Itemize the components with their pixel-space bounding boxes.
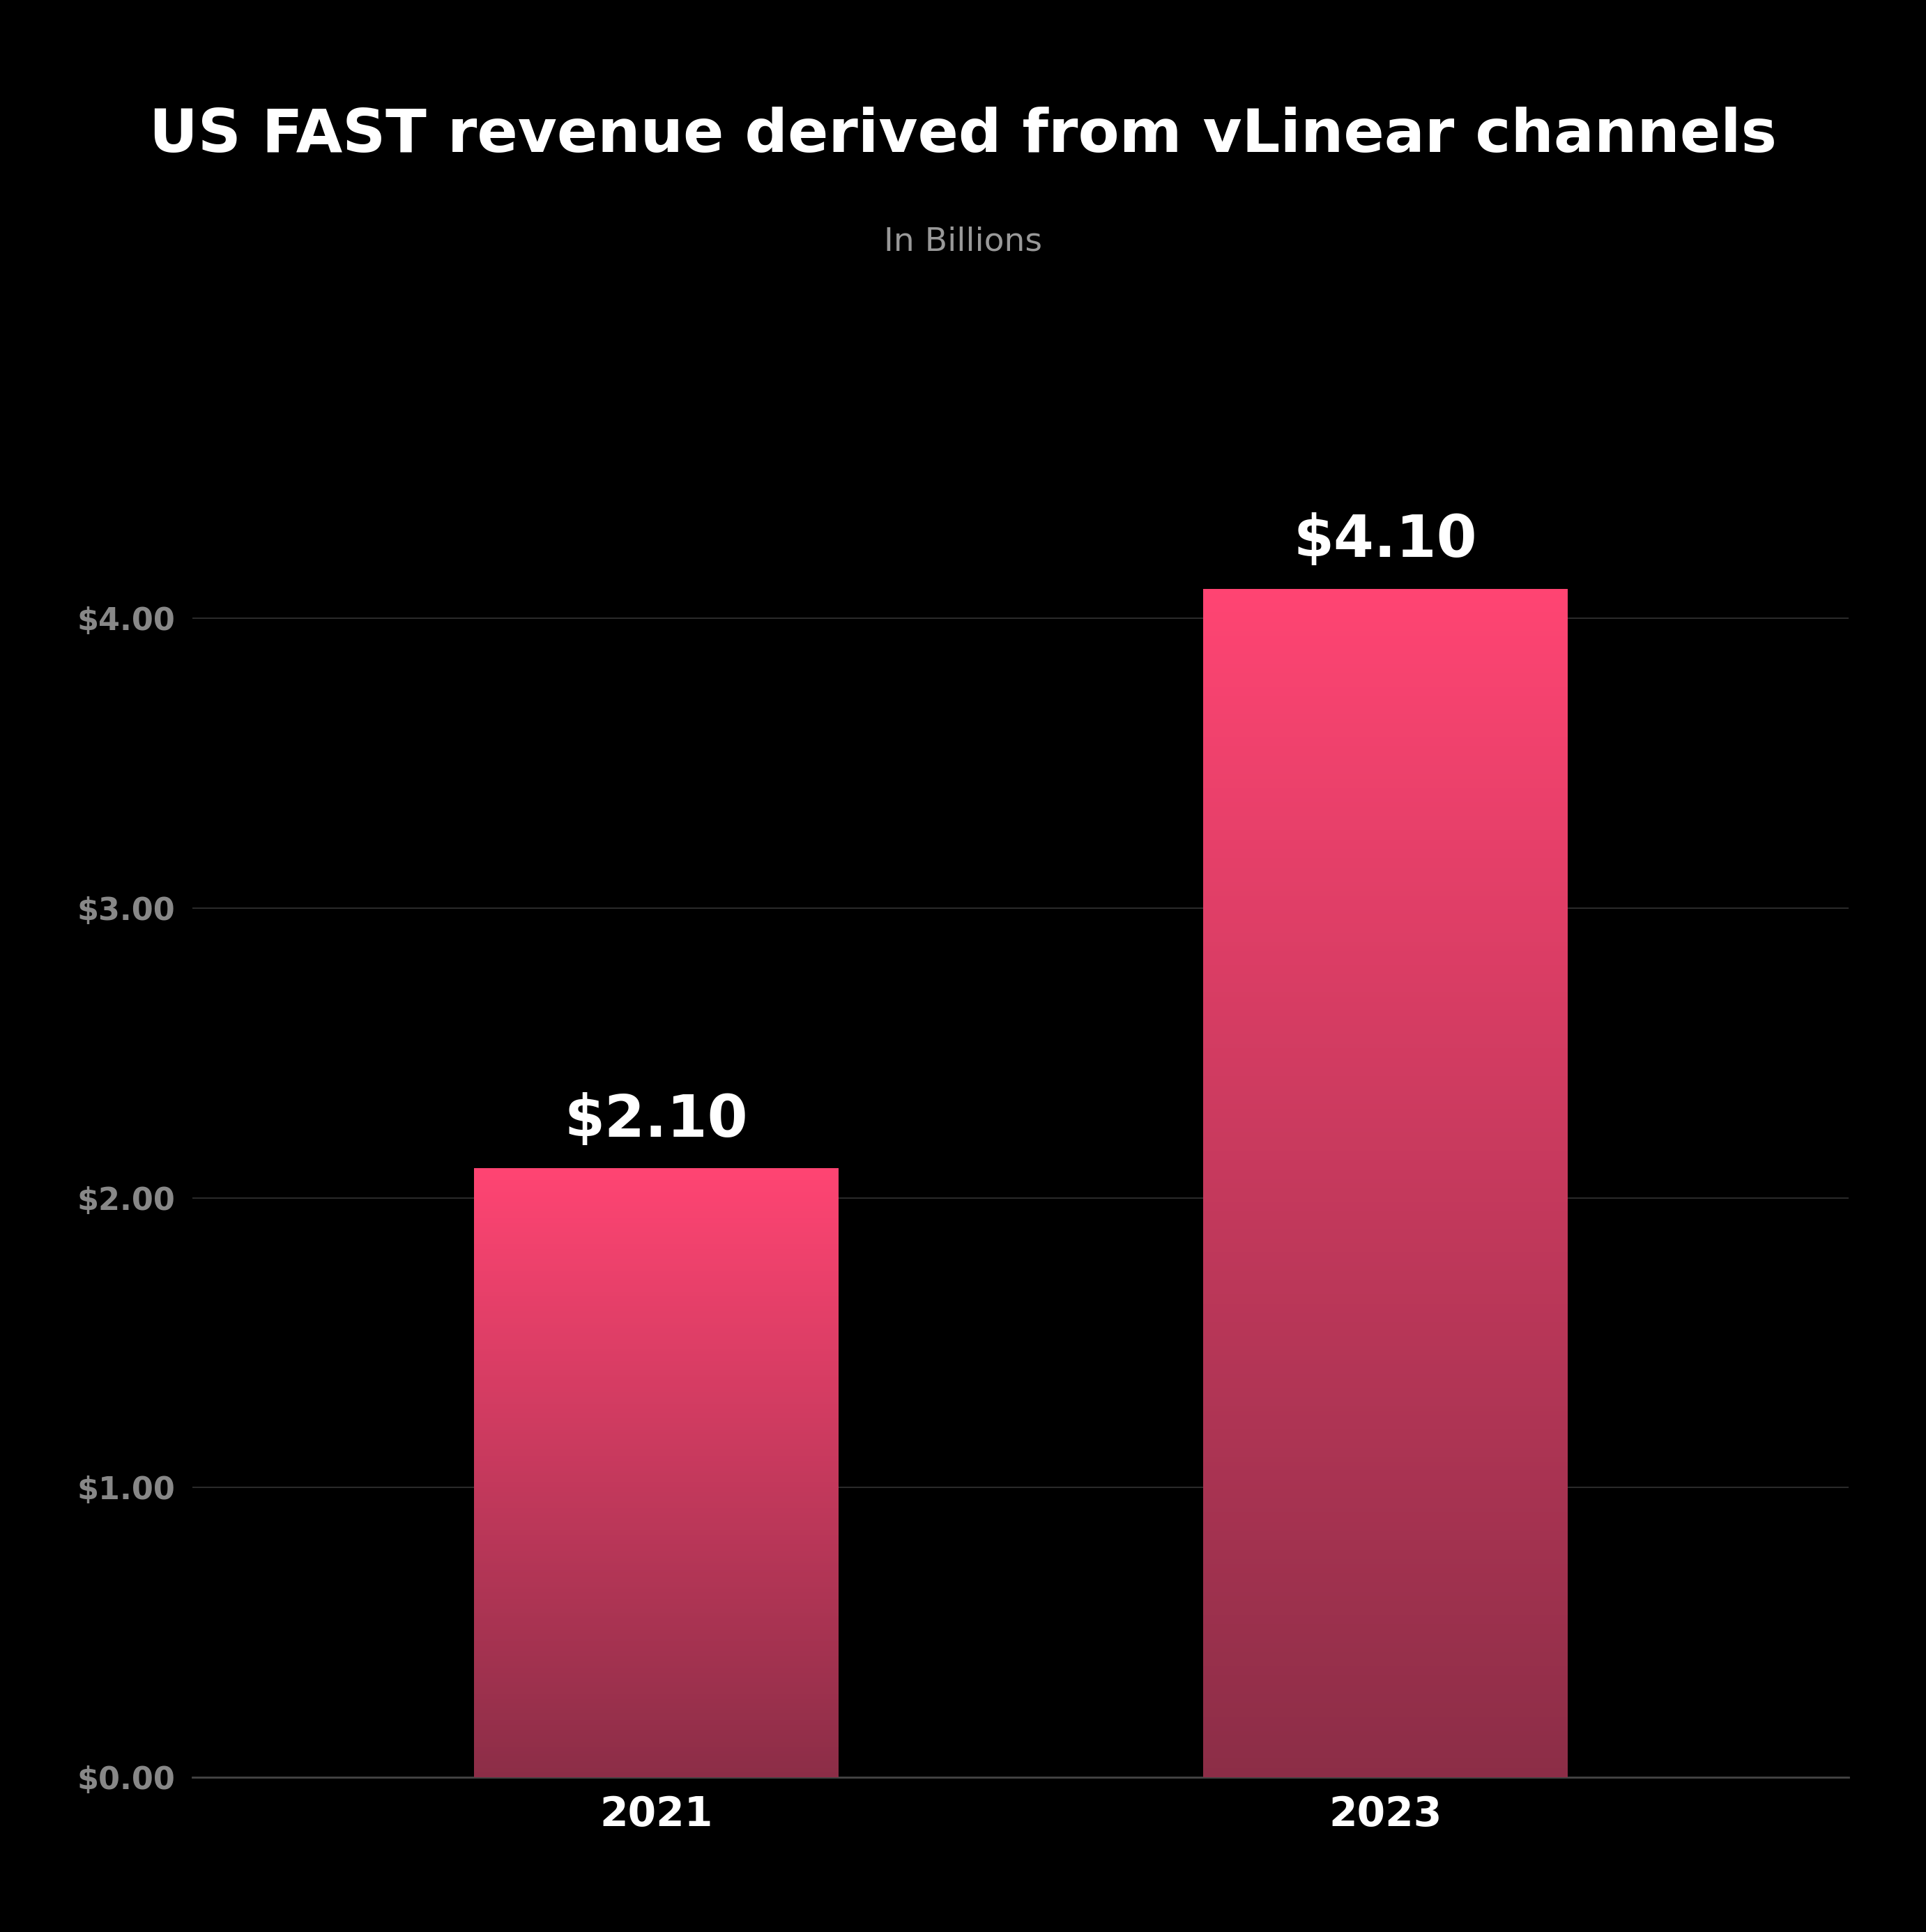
Text: $2.10: $2.10: [564, 1092, 749, 1148]
Text: US FAST revenue derived from vLinear channels: US FAST revenue derived from vLinear cha…: [148, 106, 1778, 164]
Text: $4.10: $4.10: [1292, 512, 1477, 568]
Text: In Billions: In Billions: [884, 226, 1042, 257]
